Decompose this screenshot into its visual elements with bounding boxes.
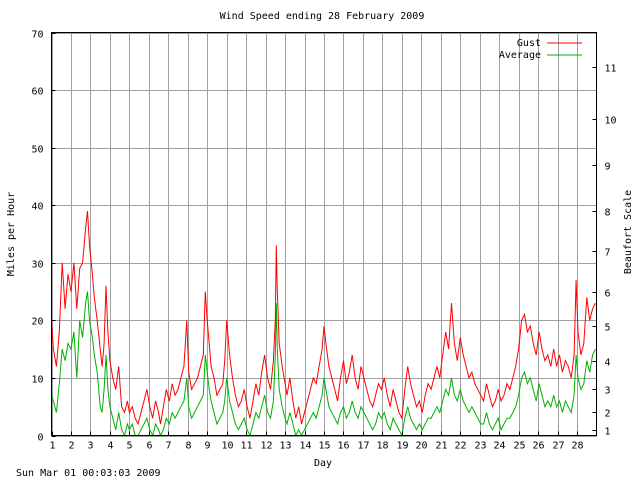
x-tick-label: 23	[474, 441, 486, 452]
series-layer	[51, 210, 596, 438]
x-tick-label: 20	[415, 441, 427, 452]
x-tick-label: 1	[49, 441, 55, 452]
y-tick-label: 50	[31, 145, 43, 156]
x-tick-label: 25	[513, 441, 525, 452]
y-tick-label: 60	[31, 87, 43, 98]
x-tick-label: 18	[376, 441, 388, 452]
y-tick-label: 0	[37, 433, 43, 444]
y-tick-label: 10	[31, 375, 43, 386]
grid	[51, 32, 597, 437]
y-tick-label: 70	[31, 30, 43, 41]
x-tick-label: 8	[185, 441, 191, 452]
x-tick-label: 15	[318, 441, 330, 452]
x-tick-label: 4	[107, 441, 113, 452]
x-tick-label: 2	[68, 441, 74, 452]
beaufort-tick-label: 9	[605, 162, 611, 173]
x-tick-label: 24	[493, 441, 505, 452]
legend-label-gust: Gust	[517, 38, 541, 49]
legend-label-average: Average	[499, 50, 541, 61]
timestamp-footer: Sun Mar 01 00:03:03 2009	[16, 468, 161, 479]
x-tick-label: 3	[87, 441, 93, 452]
x-tick-label: 26	[532, 441, 544, 452]
x-axis-ticks: 1 2 3 4 5 6 7 8 9 10 11 12 13 14 15 16 17 18 19 20 21 22 23 24 2…	[49, 431, 584, 452]
beaufort-tick-label: 6	[605, 289, 611, 300]
x-tick-label: 16	[337, 441, 349, 452]
y-tick-label: 20	[31, 317, 43, 328]
x-tick-label: 10	[221, 441, 233, 452]
x-tick-label: 7	[165, 441, 171, 452]
beaufort-tick-label: 10	[605, 116, 617, 127]
beaufort-tick-label: 7	[605, 248, 611, 259]
x-tick-label: 6	[146, 441, 152, 452]
x-tick-label: 14	[299, 441, 311, 452]
x-tick-label: 11	[240, 441, 252, 452]
x-tick-label: 17	[357, 441, 369, 452]
x-tick-label: 5	[126, 441, 132, 452]
y-axis-label: Miles per Hour	[6, 192, 17, 276]
series-line-average	[51, 291, 596, 438]
x-tick-label: 28	[571, 441, 583, 452]
beaufort-tick-label: 1	[605, 427, 611, 438]
beaufort-tick-label: 11	[605, 64, 617, 75]
x-tick-label: 22	[454, 441, 466, 452]
beaufort-tick-label: 3	[605, 386, 611, 397]
beaufort-tick-label: 5	[605, 323, 611, 334]
beaufort-axis-ticks: 1 2 3 4 5 6 7 8 9 10 11	[592, 64, 617, 438]
beaufort-tick-label: 2	[605, 409, 611, 420]
x-tick-label: 27	[552, 441, 564, 452]
x-tick-label: 12	[260, 441, 272, 452]
beaufort-tick-label: 8	[605, 208, 611, 219]
x-tick-label: 21	[435, 441, 447, 452]
y-axis-ticks: 0 10 20 30 40 50 60 70	[31, 30, 56, 444]
chart-title: Wind Speed ending 28 February 2009	[220, 11, 425, 22]
x-tick-label: 9	[204, 441, 210, 452]
y-tick-label: 40	[31, 202, 43, 213]
x-tick-label: 13	[279, 441, 291, 452]
x-tick-label: 19	[396, 441, 408, 452]
x-axis-label: Day	[314, 458, 332, 469]
beaufort-axis-label: Beaufort Scale	[623, 190, 634, 274]
series-line-gust	[51, 210, 596, 426]
beaufort-tick-label: 4	[605, 358, 611, 369]
y-tick-label: 30	[31, 260, 43, 271]
